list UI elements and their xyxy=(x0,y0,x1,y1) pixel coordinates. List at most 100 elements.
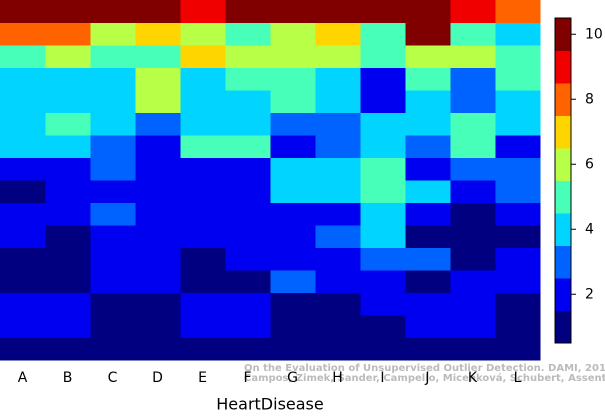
heatmap-cell xyxy=(225,135,271,158)
heatmap-cell xyxy=(180,270,226,293)
heatmap-cell xyxy=(315,292,361,316)
heatmap-cell xyxy=(45,0,91,23)
colorbar-tick-label: 4 xyxy=(585,221,594,237)
heatmap-cell xyxy=(225,180,271,203)
heatmap-cell xyxy=(180,22,226,46)
heatmap-cell xyxy=(90,157,136,181)
heatmap-cell xyxy=(180,225,226,248)
heatmap-cell xyxy=(90,45,136,68)
heatmap-cell xyxy=(0,135,46,158)
heatmap-cell xyxy=(270,22,316,46)
heatmap-cell xyxy=(135,90,181,113)
heatmap-cell xyxy=(450,135,496,158)
heatmap-cell xyxy=(405,270,451,293)
heatmap-cell xyxy=(405,337,451,361)
heatmap-cell xyxy=(225,90,271,113)
heatmap-cell xyxy=(90,22,136,46)
heatmap-cell xyxy=(405,135,451,158)
heatmap-cell xyxy=(0,180,46,203)
heatmap-cell xyxy=(360,225,406,248)
heatmap-cell xyxy=(405,202,451,226)
heatmap-cell xyxy=(45,225,91,248)
heatmap-cell xyxy=(225,270,271,293)
heatmap-cell xyxy=(405,225,451,248)
heatmap-cell xyxy=(180,0,226,23)
heatmap-cell xyxy=(270,112,316,136)
heatmap-cell xyxy=(45,180,91,203)
heatmap-cell xyxy=(90,270,136,293)
heatmap-cell xyxy=(225,225,271,248)
heatmap-cell xyxy=(270,45,316,68)
colorbar-band xyxy=(555,278,571,311)
heatmap-cell xyxy=(450,0,496,23)
heatmap-cell xyxy=(90,67,136,91)
colorbar-tick-label: 6 xyxy=(585,156,594,172)
heatmap-cell xyxy=(225,22,271,46)
heatmap-cell xyxy=(495,202,541,226)
heatmap-cell xyxy=(450,157,496,181)
heatmap-cell xyxy=(450,225,496,248)
heatmap-cell xyxy=(45,202,91,226)
heatmap-cell xyxy=(0,292,46,316)
heatmap-cell xyxy=(315,247,361,271)
heatmap-cell xyxy=(405,67,451,91)
x-tick-label: I xyxy=(380,370,384,386)
heatmap-cell xyxy=(135,157,181,181)
heatmap-cell xyxy=(495,180,541,203)
x-tick-label: C xyxy=(108,370,118,386)
heatmap-cell xyxy=(360,292,406,316)
x-tick-label: L xyxy=(514,370,522,386)
heatmap-cell xyxy=(315,225,361,248)
heatmap-cell xyxy=(180,90,226,113)
heatmap-cell xyxy=(405,315,451,338)
heatmap-cell xyxy=(270,157,316,181)
heatmap-cell xyxy=(135,22,181,46)
heatmap-cell xyxy=(495,337,541,361)
heatmap-cell xyxy=(270,180,316,203)
heatmap-cell xyxy=(270,67,316,91)
heatmap-cell xyxy=(270,225,316,248)
heatmap-cell xyxy=(0,157,46,181)
heatmap-cell xyxy=(315,157,361,181)
heatmap-cell xyxy=(0,202,46,226)
heatmap-cell xyxy=(0,0,46,23)
heatmap-cell xyxy=(0,67,46,91)
colorbar-band xyxy=(555,83,571,116)
heatmap-cell xyxy=(450,292,496,316)
heatmap-cell xyxy=(90,112,136,136)
heatmap-cell xyxy=(495,292,541,316)
heatmap-cell xyxy=(315,180,361,203)
heatmap-cell xyxy=(495,315,541,338)
heatmap-cell xyxy=(360,202,406,226)
heatmap-cell xyxy=(45,337,91,361)
heatmap-cell xyxy=(270,0,316,23)
heatmap-cell xyxy=(45,67,91,91)
colorbar-band xyxy=(555,213,571,246)
x-tick-label: B xyxy=(63,370,73,386)
heatmap-cell xyxy=(180,292,226,316)
colorbar-tick-label: 10 xyxy=(585,26,603,42)
heatmap-cell xyxy=(225,0,271,23)
heatmap-cell xyxy=(180,135,226,158)
heatmap-cell xyxy=(135,135,181,158)
heatmap-cell xyxy=(45,90,91,113)
heatmap-cell xyxy=(180,337,226,361)
heatmap-cell xyxy=(495,22,541,46)
heatmap-cell xyxy=(0,315,46,338)
heatmap-cell xyxy=(360,45,406,68)
heatmap-cell xyxy=(0,270,46,293)
heatmap-cell xyxy=(45,135,91,158)
heatmap-cell xyxy=(0,225,46,248)
heatmap-cell xyxy=(360,270,406,293)
heatmap-cell xyxy=(135,292,181,316)
heatmap-cell xyxy=(45,315,91,338)
heatmap-cell xyxy=(315,202,361,226)
heatmap-cell xyxy=(225,67,271,91)
heatmap-cell xyxy=(90,0,136,23)
heatmap-cell xyxy=(180,112,226,136)
heatmap-cell xyxy=(495,112,541,136)
heatmap-cell xyxy=(495,135,541,158)
heatmap-cell xyxy=(405,112,451,136)
heatmap-cell xyxy=(0,90,46,113)
heatmap-cell xyxy=(90,292,136,316)
